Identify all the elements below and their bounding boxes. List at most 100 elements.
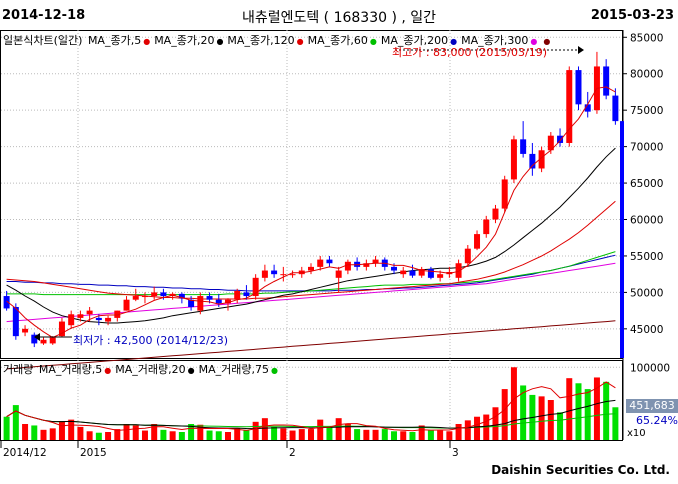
volume-bar bbox=[557, 412, 564, 440]
high-annotation: 최고가 : 83,000 (2015/03/19) bbox=[392, 46, 548, 59]
volume-bar bbox=[22, 424, 29, 440]
x-tick-label: 2014/12 bbox=[3, 447, 47, 459]
volume-bar bbox=[215, 431, 222, 440]
volume-bar bbox=[335, 418, 342, 440]
volume-legend-item-label: MA_거래량,5 bbox=[38, 363, 103, 376]
volume-legend-item: MA_거래량,20 ● bbox=[115, 363, 196, 376]
price-tick-label: 45000 bbox=[630, 324, 663, 336]
volume-bar bbox=[169, 431, 176, 440]
price-tick-label: 50000 bbox=[630, 287, 663, 299]
volume-bar bbox=[86, 431, 93, 440]
price-legend-item-label: MA_종가,5 bbox=[87, 34, 142, 47]
candle-body bbox=[335, 270, 342, 278]
candle-body bbox=[409, 270, 416, 276]
volume-bar bbox=[538, 396, 545, 440]
volume-bar bbox=[584, 389, 591, 440]
candle-body bbox=[455, 263, 462, 278]
volume-bar bbox=[474, 416, 481, 440]
candle-body bbox=[160, 292, 167, 297]
ma-extra-line bbox=[6, 320, 616, 370]
volume-bar bbox=[252, 421, 259, 440]
volume-bar bbox=[12, 405, 19, 440]
low-annotation: 최저가 : 42,500 (2014/12/23) bbox=[73, 334, 229, 347]
volume-bar bbox=[418, 425, 425, 440]
volume-bar bbox=[271, 426, 278, 440]
candle-body bbox=[252, 277, 259, 297]
volume-bar bbox=[593, 377, 600, 440]
x-tick-label: 2 bbox=[289, 447, 296, 459]
legend-dot-icon: ● bbox=[187, 366, 195, 375]
candle-body bbox=[317, 259, 324, 267]
candle-body bbox=[437, 274, 444, 278]
price-tick-label: 65000 bbox=[630, 178, 663, 190]
last-price-bar bbox=[620, 121, 624, 358]
volume-legend-item: MA_거래량,75 ● bbox=[199, 363, 280, 376]
volume-bar bbox=[280, 428, 287, 440]
candle-body bbox=[547, 135, 554, 151]
volume-bar bbox=[566, 378, 573, 440]
volume-bar bbox=[298, 429, 305, 440]
candle-body bbox=[603, 66, 610, 96]
candle-body bbox=[538, 150, 545, 169]
candle-body bbox=[575, 70, 582, 105]
volume-bar bbox=[317, 419, 324, 440]
candle-body bbox=[114, 310, 121, 318]
volume-bar bbox=[381, 429, 388, 440]
volume-legend-item-label: MA_거래량,75 bbox=[198, 363, 269, 376]
candle-body bbox=[22, 328, 29, 333]
candle-body bbox=[215, 299, 222, 304]
price-legend-item: MA_종가,200 ● bbox=[381, 34, 459, 47]
candle-body bbox=[427, 269, 434, 278]
price-legend-item-label: MA_종가,200 bbox=[380, 34, 449, 47]
candle-body bbox=[3, 296, 10, 309]
volume-bar bbox=[464, 420, 471, 440]
volume-bar bbox=[132, 425, 139, 440]
volume-tick-label: 100000 bbox=[630, 362, 670, 374]
legend-dot-icon: ● bbox=[543, 37, 551, 46]
price-legend-item: MA_종가,120 ● bbox=[227, 34, 305, 47]
chart-title: 내츄럴엔도텍 ( 168330 ) , 일간 bbox=[241, 10, 437, 26]
volume-bar bbox=[31, 425, 38, 440]
volume-value-readout: 451,683 bbox=[626, 399, 678, 413]
price-legend-item: MA_종가,60 ● bbox=[308, 34, 379, 47]
candle-body bbox=[584, 104, 591, 112]
volume-bar bbox=[49, 428, 56, 440]
volume-bar bbox=[197, 424, 204, 440]
candle-body bbox=[372, 259, 379, 264]
start-date: 2014-12-18 bbox=[2, 8, 86, 23]
candle-body bbox=[529, 153, 536, 169]
candle-body bbox=[243, 292, 250, 297]
candle-body bbox=[520, 139, 527, 154]
price-legend-item-label: MA_종가,300 bbox=[461, 34, 529, 47]
volume-bar bbox=[400, 431, 407, 440]
volume-bar bbox=[289, 430, 296, 440]
price-legend-label: 일본식차트(일간) bbox=[3, 34, 83, 47]
low-arrow-head-icon bbox=[34, 333, 40, 341]
price-tick-label: 60000 bbox=[630, 215, 663, 227]
volume-bar bbox=[510, 367, 517, 440]
volume-bar bbox=[603, 381, 610, 440]
volume-ma20-line bbox=[6, 399, 616, 430]
ma120-line bbox=[6, 200, 616, 300]
legend-dot-icon: ● bbox=[104, 366, 112, 375]
candle-body bbox=[464, 248, 471, 264]
legend-dot-icon: ● bbox=[369, 37, 377, 46]
high-arrow-head-icon bbox=[578, 46, 584, 54]
candle-body bbox=[474, 234, 481, 249]
volume-bar bbox=[326, 426, 333, 440]
price-legend-item: MA_종가,300 ● bbox=[461, 34, 539, 47]
volume-ma5-line bbox=[6, 381, 616, 432]
candle-body bbox=[105, 317, 112, 322]
volume-bar bbox=[437, 430, 444, 440]
volume-bar bbox=[501, 389, 508, 440]
volume-bar bbox=[114, 429, 121, 440]
legend-dot-icon: ● bbox=[216, 37, 224, 46]
candle-body bbox=[234, 290, 241, 300]
ma5-line bbox=[6, 86, 616, 339]
candle-body bbox=[141, 296, 148, 298]
volume-bar bbox=[40, 429, 47, 440]
volume-bar bbox=[188, 424, 195, 440]
candle-body bbox=[151, 292, 158, 297]
volume-legend-items: MA_거래량,5 ● MA_거래량,20 ● MA_거래량,75 ● bbox=[39, 363, 282, 376]
